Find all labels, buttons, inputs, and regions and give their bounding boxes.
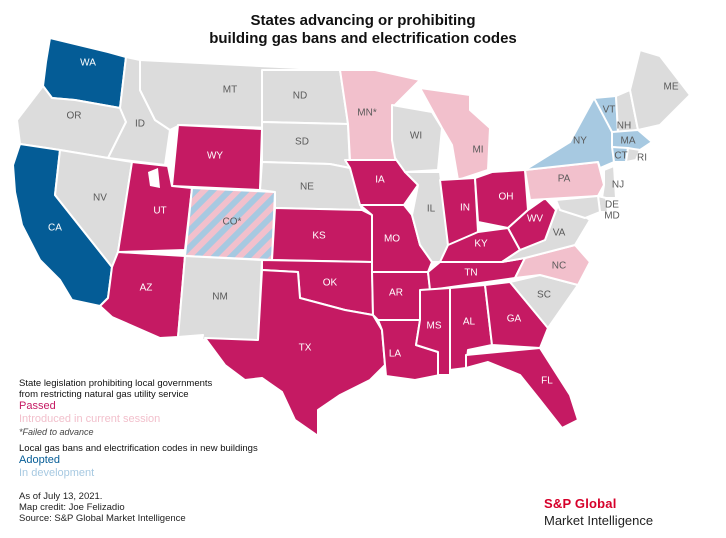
label-wi: WI xyxy=(410,131,422,142)
label-al: AL xyxy=(463,317,476,328)
sp-global-logo: S&P Global Market Intelligence xyxy=(544,496,653,528)
label-ny: NY xyxy=(573,136,587,147)
label-ma: MA xyxy=(621,136,636,147)
label-ok: OK xyxy=(323,278,338,289)
state-md xyxy=(555,195,601,219)
label-ks: KS xyxy=(312,231,326,242)
state-mi xyxy=(419,87,491,181)
label-az: AZ xyxy=(140,283,153,294)
state-az xyxy=(99,251,186,339)
footer-source: Source: S&P Global Market Intelligence xyxy=(19,513,186,524)
title-line-2: building gas bans and electrification co… xyxy=(209,30,517,47)
state-ma xyxy=(611,129,653,151)
state-tx xyxy=(204,269,386,437)
footer-date: As of July 13, 2021. xyxy=(19,491,103,502)
logo-brand: S&P Global xyxy=(544,496,617,511)
ut-cutout-shape xyxy=(148,168,160,188)
label-mo: MO xyxy=(384,234,400,245)
legend-adopted: Adopted xyxy=(19,454,60,466)
label-ne: NE xyxy=(300,182,314,193)
title-line-1: States advancing or prohibiting xyxy=(250,12,476,29)
label-ia: IA xyxy=(375,175,385,186)
state-ga xyxy=(484,281,549,349)
legend-in-development: In development xyxy=(19,467,95,479)
label-nc: NC xyxy=(552,261,566,272)
label-ri: RI xyxy=(637,153,647,164)
label-ct: CT xyxy=(614,151,627,162)
label-mt: MT xyxy=(223,85,237,96)
label-nm: NM xyxy=(212,292,228,303)
legend-failed-note: *Failed to advance xyxy=(19,427,94,437)
legend-introduced: Introduced in current session xyxy=(19,413,161,425)
label-pa: PA xyxy=(558,174,571,185)
label-ca: CA xyxy=(48,223,62,234)
state-fl xyxy=(465,347,579,429)
legend-section-1-line-2: from restricting natural gas utility ser… xyxy=(19,389,189,400)
label-ms: MS xyxy=(427,321,442,332)
label-wy: WY xyxy=(207,151,223,162)
label-wv: WV xyxy=(527,214,543,225)
label-nh: NH xyxy=(617,121,631,132)
label-nv: NV xyxy=(93,193,107,204)
state-me xyxy=(629,49,691,131)
label-sd: SD xyxy=(295,137,309,148)
state-nj xyxy=(601,165,617,199)
logo-division: Market Intelligence xyxy=(544,513,654,528)
label-ar: AR xyxy=(389,288,403,299)
label-vt: VT xyxy=(603,105,616,116)
label-de: DE xyxy=(605,200,619,211)
label-id: ID xyxy=(135,119,145,130)
label-wa: WA xyxy=(80,58,96,69)
label-ut: UT xyxy=(153,206,166,217)
legend-section-2: Local gas bans and electrification codes… xyxy=(19,443,258,454)
legend-passed: Passed xyxy=(19,400,56,412)
label-or: OR xyxy=(67,111,82,122)
legend-section-1-line-1: State legislation prohibiting local gove… xyxy=(19,378,213,389)
map-title: States advancing or prohibiting building… xyxy=(0,12,726,48)
footer-credit: Map credit: Joe Felizadio xyxy=(19,502,125,513)
footer-notes: As of July 13, 2021. Map credit: Joe Fel… xyxy=(19,491,186,524)
label-co: CO* xyxy=(223,217,242,228)
label-me: ME xyxy=(664,82,679,93)
label-oh: OH xyxy=(499,192,514,203)
label-tx: TX xyxy=(299,343,312,354)
label-fl: FL xyxy=(541,376,553,387)
label-in: IN xyxy=(460,203,470,214)
label-il: IL xyxy=(427,204,436,215)
state-wv xyxy=(507,197,557,251)
state-ri xyxy=(625,147,641,163)
label-va: VA xyxy=(553,228,566,239)
label-mi: MI xyxy=(472,145,483,156)
label-la: LA xyxy=(389,349,402,360)
map-legend: State legislation prohibiting local gove… xyxy=(19,378,349,480)
label-nj: NJ xyxy=(612,180,624,191)
label-ky: KY xyxy=(474,239,488,250)
label-sc: SC xyxy=(537,290,551,301)
label-nd: ND xyxy=(293,91,307,102)
label-mn: MN* xyxy=(357,108,377,119)
label-ga: GA xyxy=(507,314,522,325)
label-md: MD xyxy=(604,211,620,222)
label-tn: TN xyxy=(464,268,477,279)
